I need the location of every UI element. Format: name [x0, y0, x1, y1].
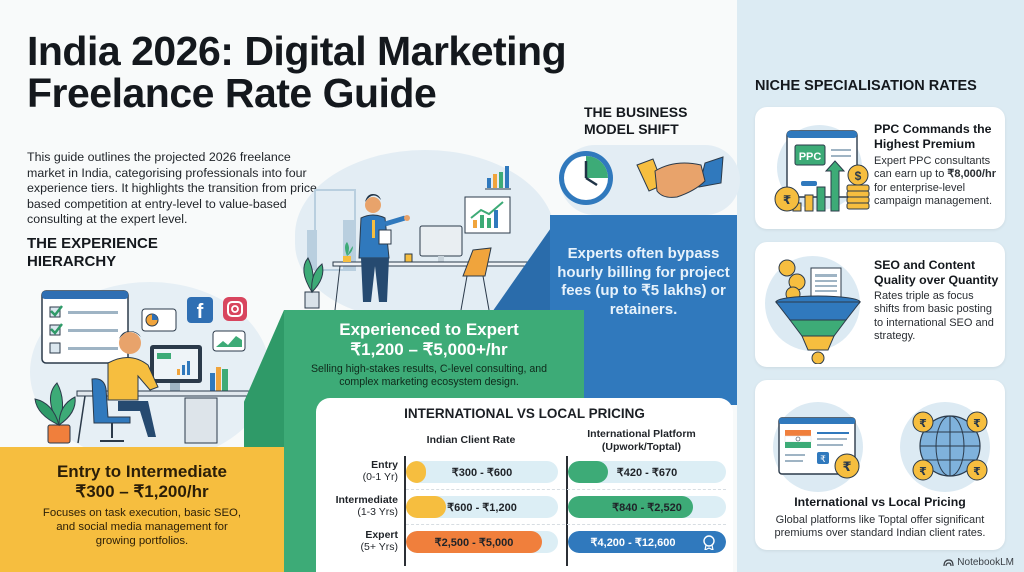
bar-intl-expert: ₹4,200 - ₹12,600 — [568, 531, 726, 553]
row-level: Intermediate — [335, 494, 398, 506]
business-model-heading: THE BUSINESS MODEL SHIFT — [570, 104, 740, 138]
row-divider — [406, 524, 726, 525]
col-header-intl-line1: International Platform — [587, 428, 696, 440]
award-badge-icon — [703, 535, 715, 550]
desk-worker-illustration: f — [34, 290, 260, 444]
row-years: (1-3 Yrs) — [357, 506, 398, 518]
niche-card-title: International vs Local Pricing — [794, 495, 966, 509]
india-client-window-icon: ₹ ₹ — [778, 417, 860, 479]
svg-text:₹: ₹ — [842, 460, 851, 475]
svg-text:₹: ₹ — [919, 417, 927, 430]
niche-card-seo: SEO and Content Quality over Quantity Ra… — [755, 242, 1005, 367]
experience-heading: THE EXPERIENCE HIERARCHY — [27, 235, 158, 271]
bar-fill — [568, 531, 726, 553]
col-header-local: Indian Client Rate — [426, 434, 516, 446]
niche-card-description: Expert PPC consultants can earn up to ₹8… — [874, 155, 1004, 208]
row-divider — [406, 489, 726, 490]
niche-card-description: Global platforms like Toptal offer signi… — [774, 514, 986, 540]
row-level: Expert — [365, 529, 398, 541]
bar-fill — [406, 531, 542, 553]
row-years: (5+ Yrs) — [360, 541, 398, 553]
niche-card-title: PPC Commands the Highest Premium — [874, 122, 992, 151]
axis-intl — [566, 456, 568, 566]
bar-label: ₹420 - ₹670 — [616, 466, 678, 479]
col-header-intl: International Platform (Upwork/Toptal) — [559, 428, 724, 453]
funnel-icon — [774, 259, 862, 364]
row-label-expert: Expert (5+ Yrs) — [316, 529, 398, 553]
col-header-intl-line2: (Upwork/Toptal) — [601, 440, 682, 453]
axis-local — [404, 456, 406, 566]
svg-text:₹: ₹ — [820, 455, 826, 465]
business-model-text: Experts often bypass hourly billing for … — [557, 245, 730, 318]
tier-entry: Entry to Intermediate ₹300 – ₹1,200/hr F… — [0, 462, 284, 548]
tier-description: Selling high-stakes results, C-level con… — [310, 363, 548, 388]
bar-fill — [568, 496, 693, 518]
bar-label: ₹4,200 - ₹12,600 — [590, 536, 676, 549]
bar-fill — [568, 461, 608, 483]
bar-intl-entry: ₹420 - ₹670 — [568, 461, 726, 483]
tier-expert: Experienced to Expert ₹1,200 – ₹5,000+/h… — [284, 320, 574, 389]
row-label-intermediate: Intermediate (1-3 Yrs) — [316, 494, 398, 518]
svg-text:PPC: PPC — [799, 151, 822, 163]
niche-card-description: Rates triple as focus shifts from basic … — [874, 290, 994, 342]
svg-text:₹: ₹ — [919, 465, 927, 478]
globe-rupee-icon: ₹ ₹ ₹ ₹ — [912, 411, 988, 481]
intro-text: This guide outlines the projected 2026 f… — [27, 150, 322, 226]
pricing-title: INTERNATIONAL VS LOCAL PRICING — [404, 406, 645, 421]
checklist-window-icon — [41, 290, 129, 364]
experience-heading-line1: THE EXPERIENCE — [27, 235, 158, 252]
clock-icon — [559, 151, 613, 205]
handshake-icon — [636, 156, 724, 198]
tier-rate: ₹300 – ₹1,200/hr — [75, 482, 209, 501]
tier-description: Focuses on task execution, basic SEO, an… — [42, 507, 242, 547]
svg-text:$: $ — [855, 169, 862, 183]
svg-text:₹: ₹ — [973, 417, 981, 430]
bar-local-entry: ₹300 - ₹600 — [406, 461, 558, 483]
bar-local-expert: ₹2,500 - ₹5,000 — [406, 531, 558, 553]
entry-tier-block — [0, 447, 284, 572]
bar-local-intermediate: ₹600 - ₹1,200 — [406, 496, 558, 518]
desc-highlight: ₹8,000/hr — [947, 168, 996, 181]
niche-card-ppc: PPC ₹ $ PPC Commands the Highest Premium… — [755, 107, 1005, 229]
niche-card-intl: ₹ ₹ ₹ ₹ ₹ ₹ International vs Local Prici… — [755, 380, 1005, 550]
bar-label: ₹2,500 - ₹5,000 — [434, 536, 514, 549]
title-line-2: Freelance Rate Guide — [27, 70, 437, 116]
bar-label: ₹300 - ₹600 — [451, 466, 513, 479]
bar-intl-intermediate: ₹840 - ₹2,520 — [568, 496, 726, 518]
business-icons — [559, 151, 724, 205]
niche-heading: NICHE SPECIALISATION RATES — [755, 78, 977, 94]
bar-chart-icon — [485, 166, 511, 190]
desc-post: for enterprise-level campaign management… — [874, 181, 993, 207]
business-heading-line2: MODEL SHIFT — [584, 121, 679, 137]
brand-label: NotebookLM — [957, 557, 1014, 568]
bar-label: ₹840 - ₹2,520 — [612, 501, 682, 514]
niche-card-title: SEO and Content Quality over Quantity — [874, 258, 999, 287]
instagram-icon — [223, 297, 247, 321]
pricing-chart-card: INTERNATIONAL VS LOCAL PRICING Indian Cl… — [316, 398, 733, 572]
svg-text:f: f — [197, 301, 204, 323]
row-years: (0-1 Yr) — [362, 471, 398, 483]
desc-pre: Expert PPC consultants can earn up to — [874, 155, 991, 181]
tier-rate: ₹1,200 – ₹5,000+/hr — [350, 340, 508, 359]
svg-text:₹: ₹ — [973, 465, 981, 478]
page-title: India 2026: Digital Marketing Freelance … — [27, 28, 567, 116]
presenter-illustration — [303, 166, 534, 310]
bar-label: ₹600 - ₹1,200 — [447, 501, 517, 514]
experience-heading-line2: HIERARCHY — [27, 253, 117, 270]
notebooklm-brand: NotebookLM — [943, 557, 1014, 568]
row-level: Entry — [371, 459, 398, 471]
ppc-dashboard-icon: PPC ₹ $ — [774, 130, 870, 212]
bar-fill — [406, 461, 426, 483]
tier-title: Experienced to Expert — [339, 320, 519, 339]
bar-fill — [406, 496, 446, 518]
svg-text:₹: ₹ — [783, 193, 791, 207]
facebook-icon: f — [187, 297, 213, 323]
row-label-entry: Entry (0-1 Yr) — [316, 459, 398, 483]
notebooklm-logo-icon — [943, 559, 954, 567]
title-line-1: India 2026: Digital Marketing — [27, 28, 567, 74]
tier-title: Entry to Intermediate — [56, 462, 228, 481]
business-heading-line1: THE BUSINESS — [584, 104, 688, 120]
